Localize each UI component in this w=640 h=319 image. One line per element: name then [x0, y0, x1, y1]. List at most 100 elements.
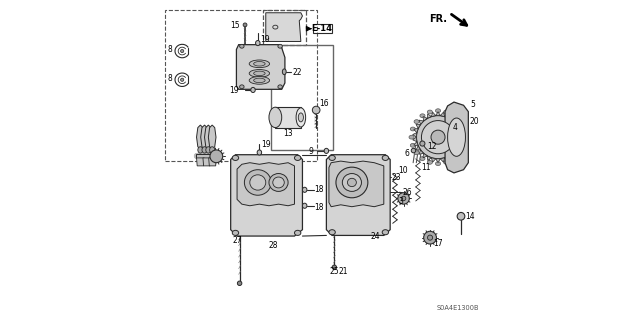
Ellipse shape — [257, 150, 262, 155]
Ellipse shape — [232, 230, 239, 235]
Polygon shape — [440, 158, 445, 162]
Ellipse shape — [420, 141, 425, 146]
Ellipse shape — [435, 162, 440, 166]
Text: S0A4E1300B: S0A4E1300B — [436, 305, 479, 311]
Polygon shape — [196, 125, 204, 149]
Ellipse shape — [382, 155, 388, 160]
Ellipse shape — [243, 23, 247, 27]
Ellipse shape — [239, 85, 244, 89]
Ellipse shape — [282, 69, 286, 75]
Polygon shape — [445, 114, 449, 118]
Polygon shape — [458, 128, 462, 133]
Ellipse shape — [251, 87, 255, 93]
Ellipse shape — [428, 235, 433, 240]
Ellipse shape — [329, 230, 335, 235]
Text: 19: 19 — [260, 35, 270, 44]
Ellipse shape — [294, 230, 301, 235]
Ellipse shape — [451, 157, 456, 160]
Text: 17: 17 — [433, 239, 443, 248]
Ellipse shape — [249, 60, 269, 68]
Ellipse shape — [303, 187, 307, 192]
Text: 12: 12 — [427, 142, 436, 151]
Ellipse shape — [462, 135, 467, 139]
Bar — [262, 10, 306, 45]
Text: 19: 19 — [261, 140, 271, 149]
Ellipse shape — [431, 130, 445, 144]
Ellipse shape — [249, 70, 269, 77]
Ellipse shape — [303, 203, 307, 208]
Polygon shape — [456, 124, 460, 128]
Polygon shape — [427, 114, 431, 118]
Polygon shape — [326, 155, 390, 235]
Ellipse shape — [329, 155, 335, 160]
Ellipse shape — [210, 150, 223, 163]
Ellipse shape — [414, 151, 419, 155]
Polygon shape — [456, 146, 460, 150]
Polygon shape — [236, 45, 285, 89]
Ellipse shape — [424, 231, 436, 244]
Ellipse shape — [273, 177, 284, 188]
Text: 10: 10 — [398, 166, 408, 175]
Polygon shape — [230, 155, 303, 236]
Polygon shape — [431, 112, 436, 116]
Ellipse shape — [457, 120, 462, 123]
Text: 4: 4 — [452, 123, 457, 132]
Ellipse shape — [401, 196, 406, 201]
Polygon shape — [419, 150, 424, 154]
Ellipse shape — [451, 114, 456, 118]
Ellipse shape — [398, 193, 410, 204]
Polygon shape — [419, 120, 424, 124]
Text: 6: 6 — [404, 149, 410, 158]
Text: 9: 9 — [308, 147, 313, 156]
Ellipse shape — [255, 41, 260, 46]
Ellipse shape — [457, 212, 465, 220]
Ellipse shape — [253, 78, 265, 83]
Ellipse shape — [298, 113, 303, 122]
Bar — [275, 107, 301, 128]
Polygon shape — [445, 156, 449, 160]
Ellipse shape — [342, 174, 362, 191]
Ellipse shape — [249, 77, 269, 84]
Bar — [271, 45, 333, 150]
Ellipse shape — [296, 108, 306, 127]
Text: FR.: FR. — [429, 14, 447, 24]
Polygon shape — [203, 158, 211, 166]
Ellipse shape — [269, 174, 288, 191]
Ellipse shape — [410, 144, 415, 147]
Ellipse shape — [382, 230, 388, 235]
Ellipse shape — [444, 110, 449, 114]
Text: 21: 21 — [339, 267, 348, 276]
Text: 13: 13 — [284, 130, 293, 138]
Text: 16: 16 — [319, 99, 329, 108]
Polygon shape — [452, 120, 457, 124]
Polygon shape — [449, 153, 453, 158]
Ellipse shape — [237, 281, 242, 286]
Ellipse shape — [336, 167, 368, 198]
Ellipse shape — [253, 71, 265, 76]
Ellipse shape — [457, 151, 462, 155]
Text: 5: 5 — [470, 100, 475, 109]
Ellipse shape — [422, 121, 454, 154]
Polygon shape — [423, 153, 427, 158]
Polygon shape — [209, 158, 216, 166]
Polygon shape — [329, 161, 384, 207]
Ellipse shape — [435, 109, 440, 113]
Ellipse shape — [324, 148, 328, 153]
Polygon shape — [266, 13, 303, 41]
Polygon shape — [413, 142, 418, 146]
Polygon shape — [416, 146, 420, 150]
Polygon shape — [436, 112, 440, 115]
Ellipse shape — [409, 135, 414, 139]
Text: 19: 19 — [229, 86, 239, 95]
Ellipse shape — [180, 78, 184, 81]
Text: 25: 25 — [330, 267, 339, 276]
Text: 24: 24 — [370, 232, 380, 241]
Polygon shape — [209, 125, 216, 149]
Polygon shape — [427, 156, 431, 160]
Bar — [196, 154, 216, 158]
Polygon shape — [458, 142, 462, 146]
Ellipse shape — [348, 178, 356, 187]
Ellipse shape — [202, 147, 207, 153]
Ellipse shape — [428, 160, 433, 164]
Ellipse shape — [420, 114, 425, 118]
